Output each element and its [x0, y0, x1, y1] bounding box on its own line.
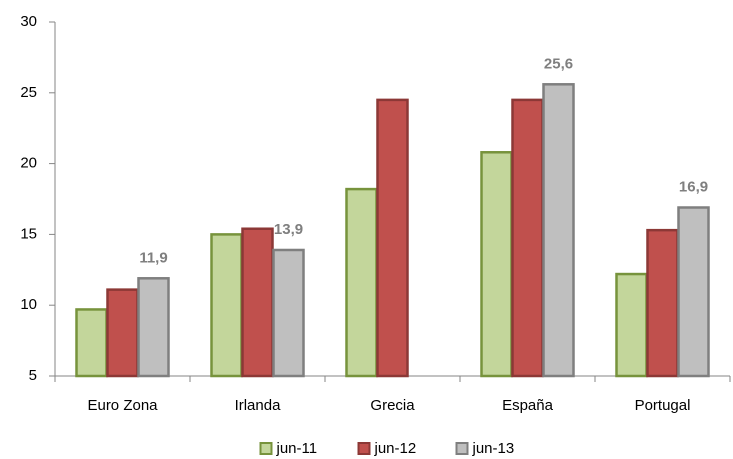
legend-label: jun-12 [374, 440, 417, 457]
bar [345, 187, 378, 378]
bar [75, 308, 108, 378]
value-label: 13,9 [274, 221, 303, 238]
x-tick-label: Grecia [370, 397, 415, 414]
y-tick-label: 25 [20, 84, 37, 101]
bar [511, 98, 544, 378]
bar [272, 248, 305, 378]
legend-swatch [259, 442, 273, 455]
bar [210, 233, 243, 378]
bar [480, 151, 513, 378]
value-label: 11,9 [139, 249, 167, 266]
bar [137, 277, 170, 378]
x-tick-label: España [502, 397, 554, 414]
legend-label: jun-11 [276, 440, 318, 457]
value-label: 25,6 [544, 55, 573, 72]
bar [542, 83, 575, 378]
bar [615, 272, 648, 378]
legend-swatch [357, 442, 371, 455]
x-tick-label: Irlanda [235, 397, 282, 414]
x-tick-label: Portugal [635, 397, 691, 414]
bar [241, 227, 274, 378]
y-tick-label: 15 [20, 225, 37, 242]
y-tick-label: 10 [20, 296, 37, 313]
x-tick-label: Euro Zona [87, 397, 158, 414]
bar [646, 228, 679, 378]
y-tick-label: 20 [20, 155, 37, 172]
y-tick-label: 30 [20, 13, 37, 30]
bar [106, 288, 139, 378]
y-tick-label: 5 [29, 367, 37, 384]
legend-swatch [455, 442, 469, 455]
legend-label: jun-13 [472, 440, 515, 457]
bar [677, 206, 710, 378]
bar [376, 98, 409, 378]
value-label: 16,9 [679, 178, 708, 195]
